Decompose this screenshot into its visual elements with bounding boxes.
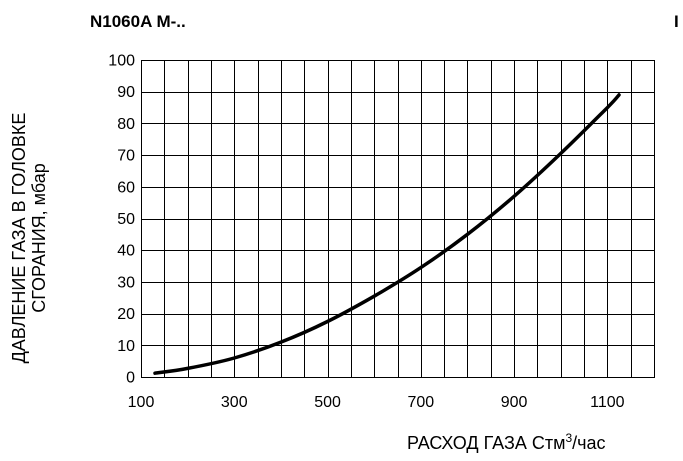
series-line (153, 93, 621, 375)
y-tick-label: 30 (117, 274, 135, 291)
x-axis-label: РАСХОД ГАЗА Стм3/час (407, 431, 606, 454)
y-tick-label: 0 (126, 370, 135, 387)
y-tick-label: 100 (108, 53, 135, 70)
y-tick-label: 90 (117, 84, 135, 101)
x-tick-label: 300 (221, 394, 248, 411)
x-tick-label: 500 (314, 394, 341, 411)
x-tick-label: 100 (128, 394, 155, 411)
plot-frame (141, 60, 655, 378)
x-axis-label-tail: /час (572, 433, 606, 453)
x-tick-label: 900 (501, 394, 528, 411)
x-axis-label-superscript: 3 (565, 431, 573, 445)
chart-title-clipped: I (674, 12, 679, 31)
y-tick-label: 80 (117, 116, 135, 133)
y-tick-label: 40 (117, 243, 135, 260)
y-tick-label: 60 (117, 179, 135, 196)
y-tick-label: 70 (117, 148, 135, 165)
x-tick-label: 700 (407, 394, 434, 411)
y-tick-label: 10 (117, 338, 135, 355)
y-tick-label: 20 (117, 306, 135, 323)
chart-title: N1060A M-.. (90, 12, 186, 31)
x-tick-label: 1100 (590, 394, 625, 411)
y-tick-label: 50 (117, 211, 135, 228)
x-axis-label-main: РАСХОД ГАЗА Стм (407, 433, 566, 453)
